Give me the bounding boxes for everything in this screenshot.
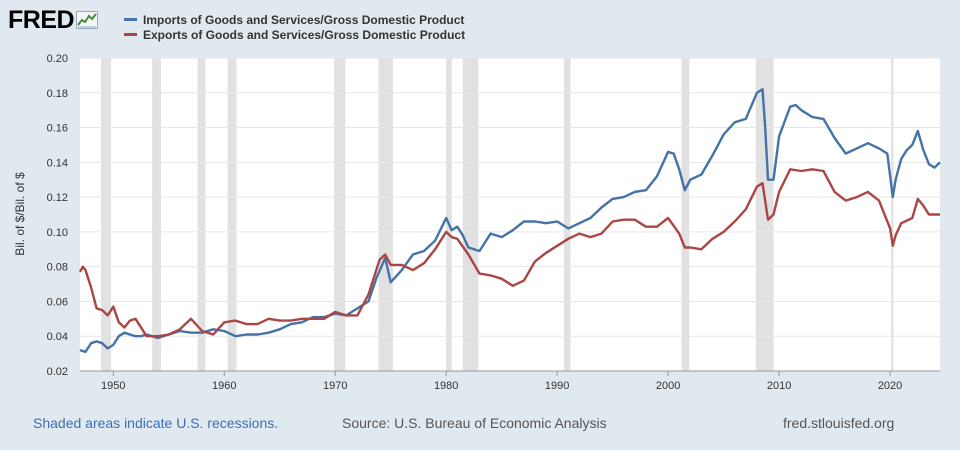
x-tick-label: 1950	[101, 380, 125, 392]
y-tick-label: 0.04	[47, 331, 68, 343]
recession-band	[446, 58, 452, 371]
legend-label-exports: Exports of Goods and Services/Gross Dome…	[143, 27, 466, 42]
x-tick-label: 2010	[767, 380, 791, 392]
y-axis-title: Bil. of $/Bil. of $	[13, 172, 27, 256]
fred-url-link[interactable]: fred.stlouisfed.org	[783, 415, 895, 431]
recession-band	[891, 58, 894, 371]
series-lines	[78, 88, 941, 354]
recession-band	[152, 58, 162, 371]
y-tick-label: 0.10	[47, 227, 68, 239]
y-tick-label: 0.16	[47, 123, 68, 135]
x-tick-label: 2000	[656, 380, 680, 392]
series-line-imports[interactable]	[79, 88, 941, 354]
legend-label-imports: Imports of Goods and Services/Gross Dome…	[143, 12, 465, 27]
recession-note: Shaded areas indicate U.S. recessions.	[33, 415, 279, 431]
series-line-exports[interactable]	[78, 168, 940, 338]
y-tick-label: 0.08	[47, 262, 68, 274]
legend-item-imports[interactable]: Imports of Goods and Services/Gross Dome…	[124, 12, 465, 27]
x-tick-label: 1990	[545, 380, 569, 392]
recession-bands	[101, 58, 894, 371]
y-axis-ticks: 0.02 0.04 0.06 0.08 0.10 0.12 0.14 0.16 0.18 0.20	[47, 53, 68, 378]
recession-band	[101, 58, 112, 371]
recession-band	[197, 58, 206, 371]
recession-band	[681, 58, 690, 371]
recession-band	[563, 58, 571, 371]
legend-item-exports[interactable]: Exports of Goods and Services/Gross Dome…	[124, 27, 465, 42]
y-tick-label: 0.14	[47, 157, 68, 169]
y-tick-label: 0.12	[47, 192, 68, 204]
y-tick-label: 0.18	[47, 88, 68, 100]
x-tick-label: 1970	[323, 380, 347, 392]
x-axis-ticks: 1950 1960 1970 1980 1990 2000 2010 2020	[80, 370, 940, 392]
y-tick-label: 0.02	[47, 366, 68, 378]
recession-band	[462, 58, 479, 371]
fred-logo-text: FRED	[8, 5, 75, 34]
legend-swatch-exports	[124, 33, 137, 36]
x-tick-label: 2020	[878, 380, 902, 392]
recession-band	[378, 58, 393, 371]
y-tick-label: 0.06	[47, 296, 68, 308]
source-note: Source: U.S. Bureau of Economic Analysis	[342, 415, 607, 431]
recession-band	[227, 58, 237, 371]
recession-band	[755, 58, 774, 371]
x-tick-label: 1980	[434, 380, 458, 392]
legend-swatch-imports	[124, 18, 137, 21]
chart-legend: Imports of Goods and Services/Gross Dome…	[124, 12, 465, 42]
x-tick-label: 1960	[212, 380, 236, 392]
fred-logo[interactable]: FRED	[8, 5, 99, 35]
y-tick-label: 0.20	[47, 53, 68, 65]
recession-band	[334, 58, 346, 371]
plot-area	[80, 58, 940, 371]
chart-trend-icon	[76, 11, 99, 29]
